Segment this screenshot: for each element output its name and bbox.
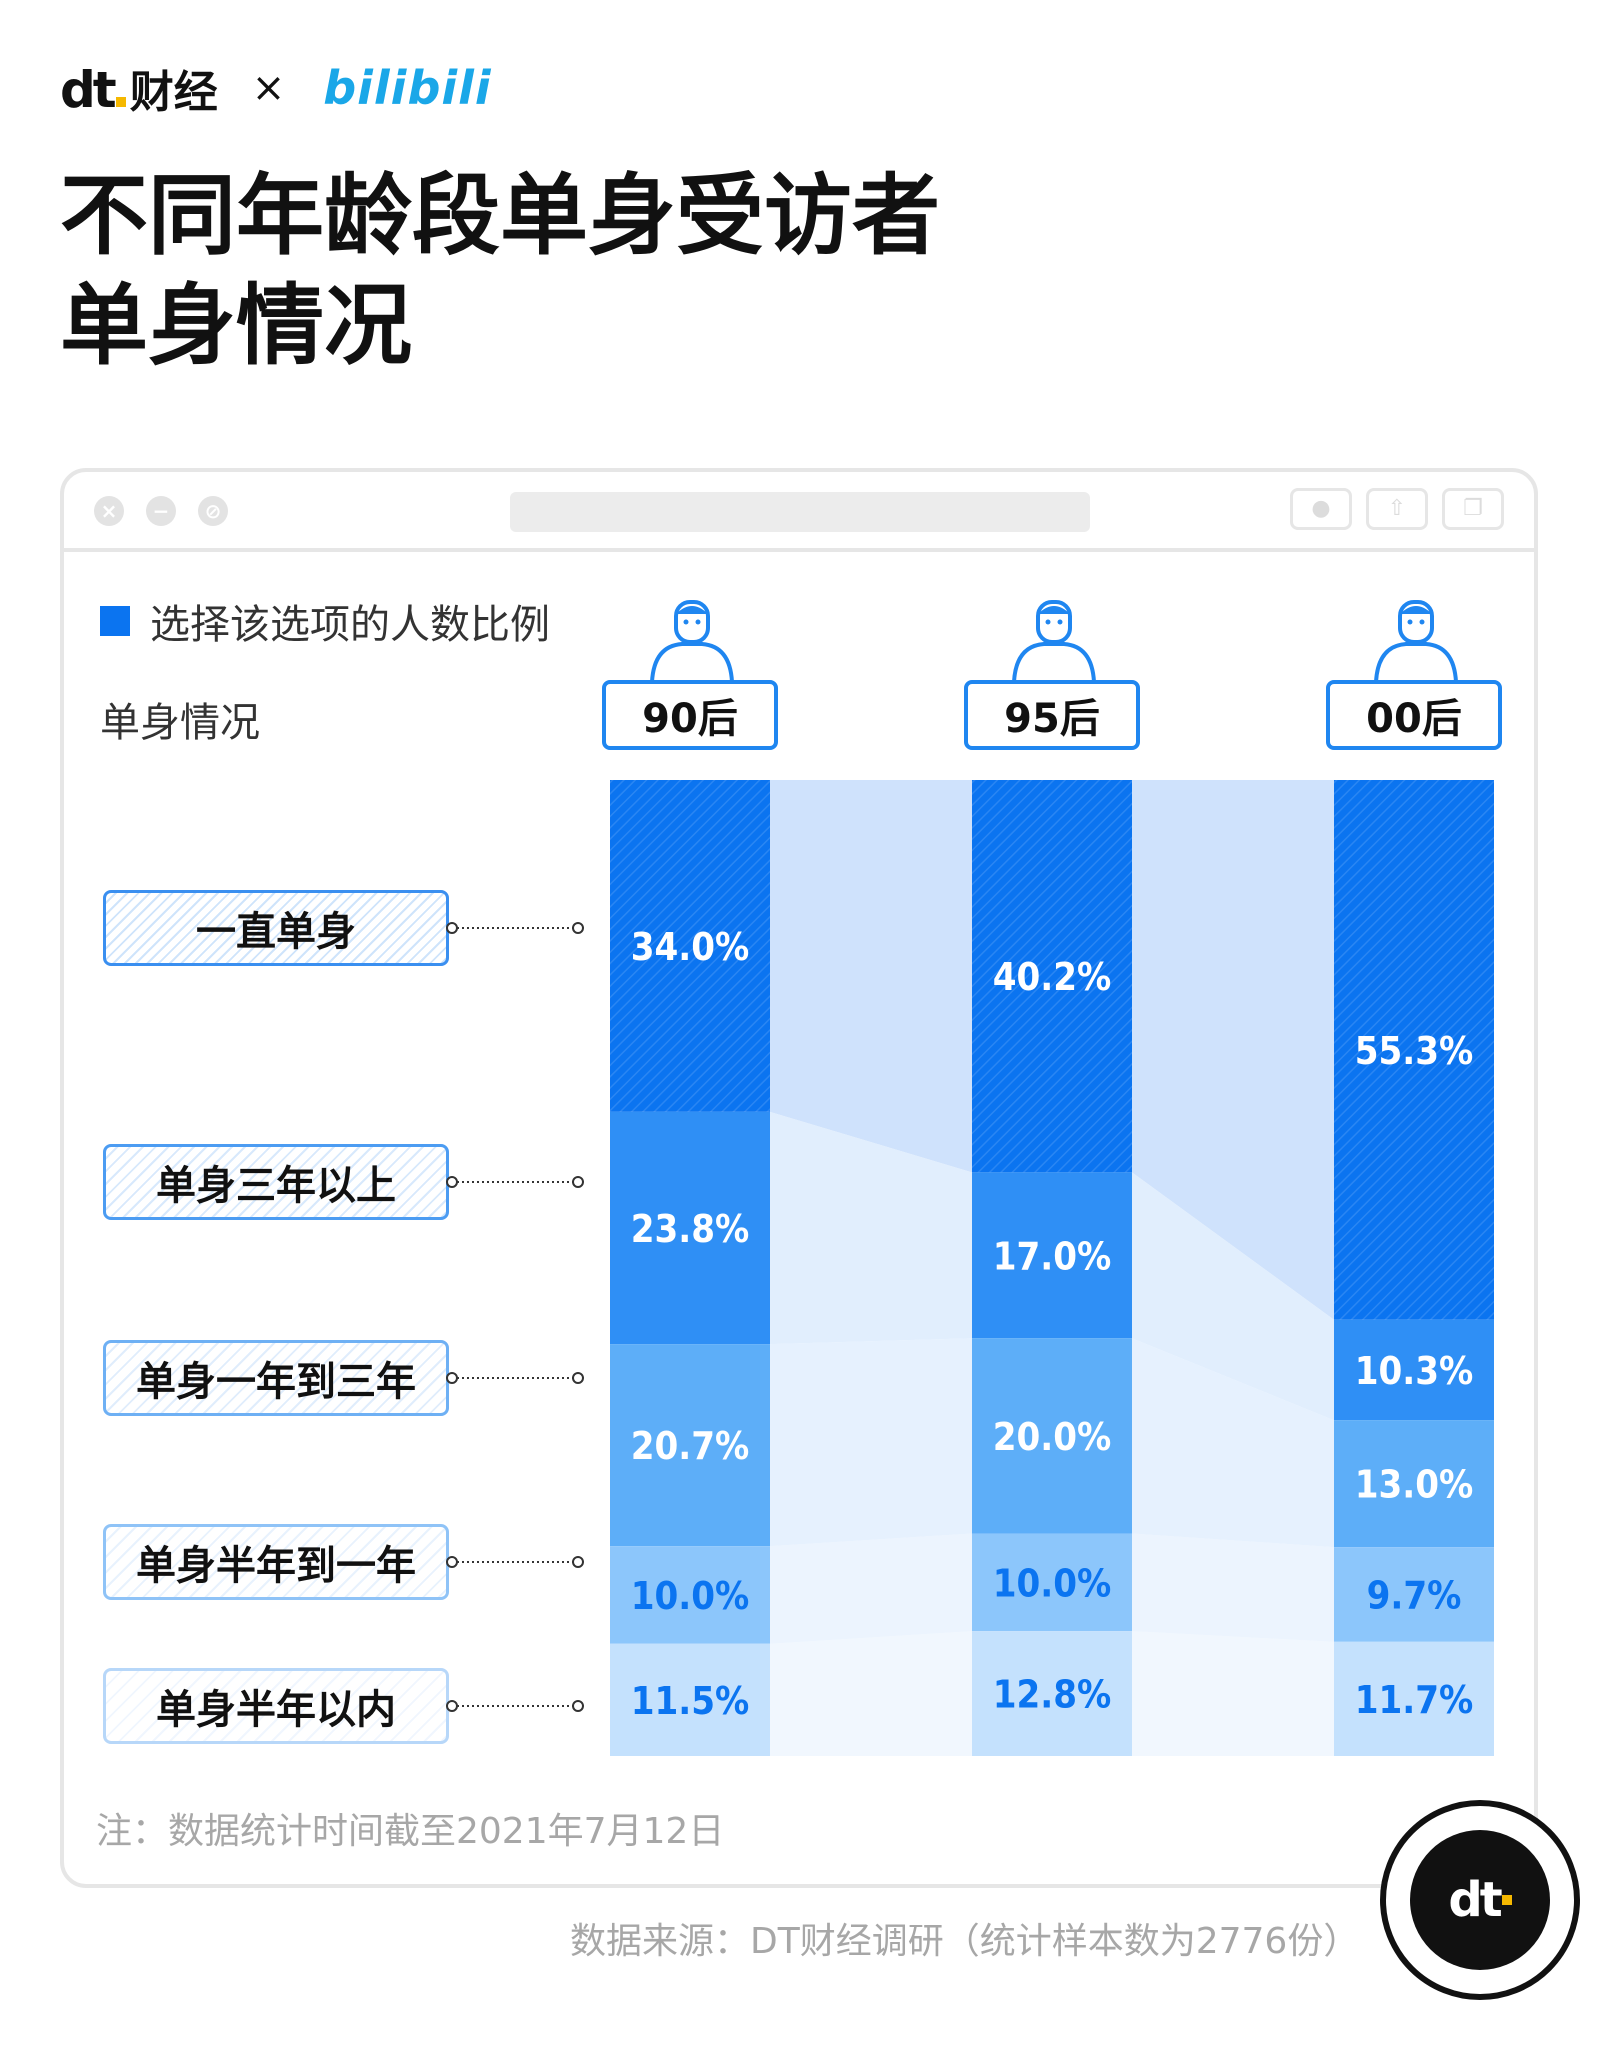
person-icon-00 xyxy=(1374,600,1458,682)
connector-1-1 xyxy=(1132,1172,1334,1421)
bar-segment-0-4 xyxy=(610,1643,770,1756)
value-labels: 34.0% 23.8% 20.7% 10.0% 11.5% 40.2% 17.0% 20.0%… xyxy=(631,925,1474,1723)
bar-segment-2-3 xyxy=(1334,1547,1494,1642)
leader-line-3 xyxy=(446,1556,584,1568)
category-label-4: 单身半年以内 xyxy=(103,1668,449,1744)
value-label-2-0: 55.3% xyxy=(1355,1029,1474,1073)
row-axis-header: 单身情况 xyxy=(100,700,260,746)
bar-segment-2-0 xyxy=(1334,780,1494,1320)
collab-times-icon: × xyxy=(251,65,286,111)
share-icon: ⇧ xyxy=(1366,488,1428,530)
data-source: 数据来源：DT财经调研（统计样本数为2776份） xyxy=(570,1921,1360,1962)
connector-1-4 xyxy=(1132,1631,1334,1756)
bar-segment-0-1 xyxy=(610,1111,770,1345)
dt-logo-text: 财经 xyxy=(129,67,218,118)
close-icon: × xyxy=(94,496,124,526)
leader-line-4 xyxy=(446,1700,584,1712)
bar-segment-2-4 xyxy=(1334,1641,1494,1756)
bar-layer xyxy=(610,780,1494,1756)
category-label-2: 单身一年到三年 xyxy=(103,1340,449,1416)
age-tag-95: 95后 xyxy=(964,680,1140,750)
title-line-1: 不同年龄段单身受访者 xyxy=(60,163,941,267)
bar-segment-2-1 xyxy=(1334,1319,1494,1421)
bar-segment-1-0 xyxy=(972,780,1132,1173)
leader-line-1 xyxy=(446,1176,584,1188)
person-icon-95 xyxy=(1012,600,1096,682)
connector-0-4 xyxy=(770,1631,972,1756)
dt-logo-dot xyxy=(115,97,126,107)
dt-finance-logo: dt 财经 xyxy=(60,56,218,120)
value-label-0-2: 20.7% xyxy=(631,1424,750,1468)
connector-0-3 xyxy=(770,1533,972,1644)
connector-1-2 xyxy=(1132,1338,1334,1548)
bar-segment-0-2 xyxy=(610,1344,770,1547)
footnote: 注：数据统计时间截至2021年7月12日 xyxy=(96,1811,725,1852)
leader-lines xyxy=(446,922,584,1712)
page-title: 不同年龄段单身受访者 单身情况 xyxy=(60,160,940,380)
value-label-0-3: 10.0% xyxy=(631,1574,750,1618)
dt-logo-mark: dt xyxy=(60,61,117,119)
value-label-0-1: 23.8% xyxy=(631,1207,750,1251)
block-icon: ⊘ xyxy=(198,496,228,526)
age-tag-90: 90后 xyxy=(602,680,778,750)
value-label-1-4: 12.8% xyxy=(993,1673,1112,1717)
copy-icon: ❐ xyxy=(1442,488,1504,530)
bar-segment-2-2 xyxy=(1334,1420,1494,1548)
bar-segment-0-3 xyxy=(610,1546,770,1644)
bar-segment-1-2 xyxy=(972,1338,1132,1534)
value-label-1-3: 10.0% xyxy=(993,1561,1112,1605)
connector-0-2 xyxy=(770,1338,972,1547)
value-label-2-4: 11.7% xyxy=(1355,1678,1474,1722)
logo-row: dt 财经 × bilibili xyxy=(60,56,492,120)
category-label-1: 单身三年以上 xyxy=(103,1144,449,1220)
value-label-0-4: 11.5% xyxy=(631,1679,750,1723)
connector-0-0 xyxy=(770,780,972,1173)
value-label-0-0: 34.0% xyxy=(631,925,750,969)
dt-badge-logo: dt xyxy=(1380,1800,1580,2000)
category-label-0: 一直单身 xyxy=(103,890,449,966)
legend-label: 选择该选项的人数比例 xyxy=(150,602,550,648)
title-line-2: 单身情况 xyxy=(60,273,413,377)
connector-1-0 xyxy=(1132,780,1334,1320)
connector-1-3 xyxy=(1132,1533,1334,1642)
age-tag-00: 00后 xyxy=(1326,680,1502,750)
person-icon-90 xyxy=(650,600,734,682)
record-icon: ● xyxy=(1290,488,1352,530)
minimize-icon: − xyxy=(146,496,176,526)
leader-line-0 xyxy=(446,922,584,934)
bar-segment-0-0 xyxy=(610,780,770,1112)
value-label-1-0: 40.2% xyxy=(993,955,1112,999)
bar-segment-1-4 xyxy=(972,1631,1132,1756)
value-label-1-2: 20.0% xyxy=(993,1415,1112,1459)
value-label-2-3: 9.7% xyxy=(1367,1573,1462,1617)
dt-badge-inner: dt xyxy=(1410,1830,1550,1970)
value-label-2-2: 13.0% xyxy=(1355,1463,1474,1507)
bilibili-logo: bilibili xyxy=(323,61,492,115)
window-titlebar: × − ⊘ ● ⇧ ❐ xyxy=(64,472,1534,552)
leader-line-2 xyxy=(446,1372,584,1384)
legend-swatch xyxy=(100,606,130,636)
chart-legend: 选择该选项的人数比例 xyxy=(100,592,550,650)
bar-segment-1-3 xyxy=(972,1533,1132,1632)
address-bar xyxy=(510,492,1090,532)
value-label-1-1: 17.0% xyxy=(993,1234,1112,1278)
value-label-2-1: 10.3% xyxy=(1355,1349,1474,1393)
connector-0-1 xyxy=(770,1111,972,1345)
bar-segment-1-1 xyxy=(972,1172,1132,1339)
connector-layer xyxy=(770,780,1334,1756)
